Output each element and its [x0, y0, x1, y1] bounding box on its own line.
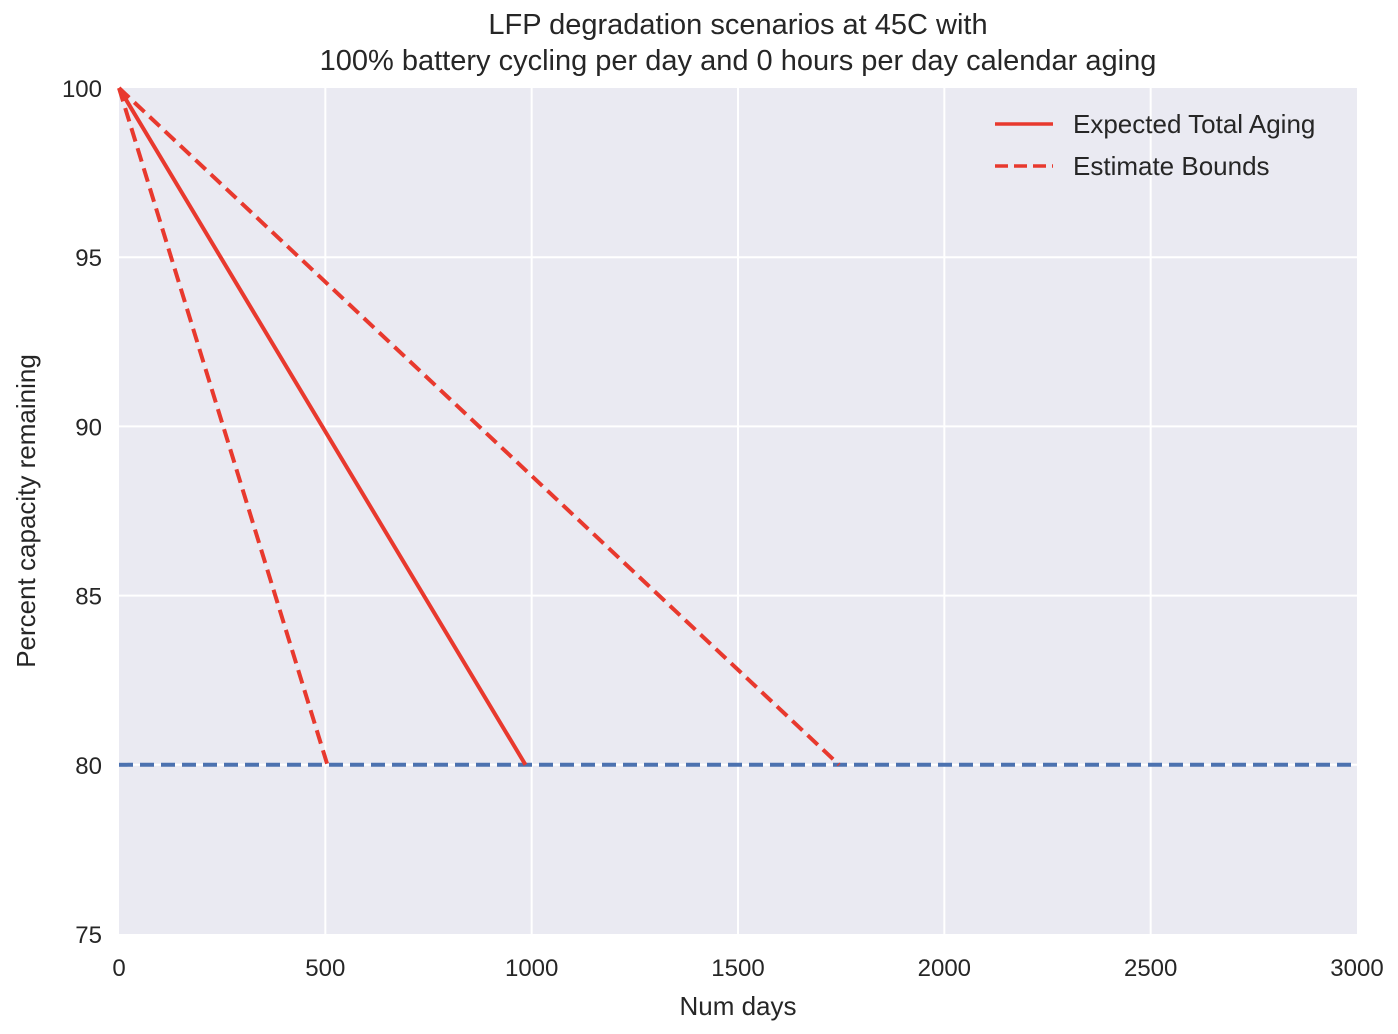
series-line-2: [117, 86, 841, 767]
y-tick-label: 75: [75, 922, 102, 949]
series-line-1: [117, 87, 330, 766]
legend: Expected Total Aging Estimate Bounds: [995, 109, 1315, 181]
y-tick-labels: 75 80 85 90 95 100: [62, 76, 102, 949]
y-tick-label: 80: [75, 753, 102, 780]
x-tick-label: 2000: [918, 955, 971, 982]
x-tick-labels: 0 500 1000 1500 2000 2500 3000: [112, 955, 1383, 982]
chart-title-line-1: LFP degradation scenarios at 45C with: [488, 9, 987, 41]
x-tick-label: 2500: [1124, 955, 1177, 982]
series-layer: [117, 86, 1357, 767]
y-tick-label: 90: [75, 414, 102, 441]
x-tick-label: 1500: [711, 955, 764, 982]
chart-title-line-2: 100% battery cycling per day and 0 hours…: [320, 45, 1157, 77]
x-tick-label: 0: [112, 955, 125, 982]
legend-label-estimate-bounds: Estimate Bounds: [1073, 151, 1270, 181]
legend-label-expected-total-aging: Expected Total Aging: [1073, 109, 1315, 139]
series-line-0: [117, 86, 528, 766]
x-gridlines: [324, 88, 1152, 934]
y-tick-label: 100: [62, 76, 102, 103]
x-tick-label: 3000: [1330, 955, 1383, 982]
x-tick-label: 500: [305, 955, 345, 982]
y-tick-label: 85: [75, 584, 102, 611]
x-axis-label: Num days: [679, 991, 796, 1021]
x-tick-label: 1000: [505, 955, 558, 982]
y-axis-label: Percent capacity remaining: [11, 354, 41, 668]
y-tick-label: 95: [75, 245, 102, 272]
